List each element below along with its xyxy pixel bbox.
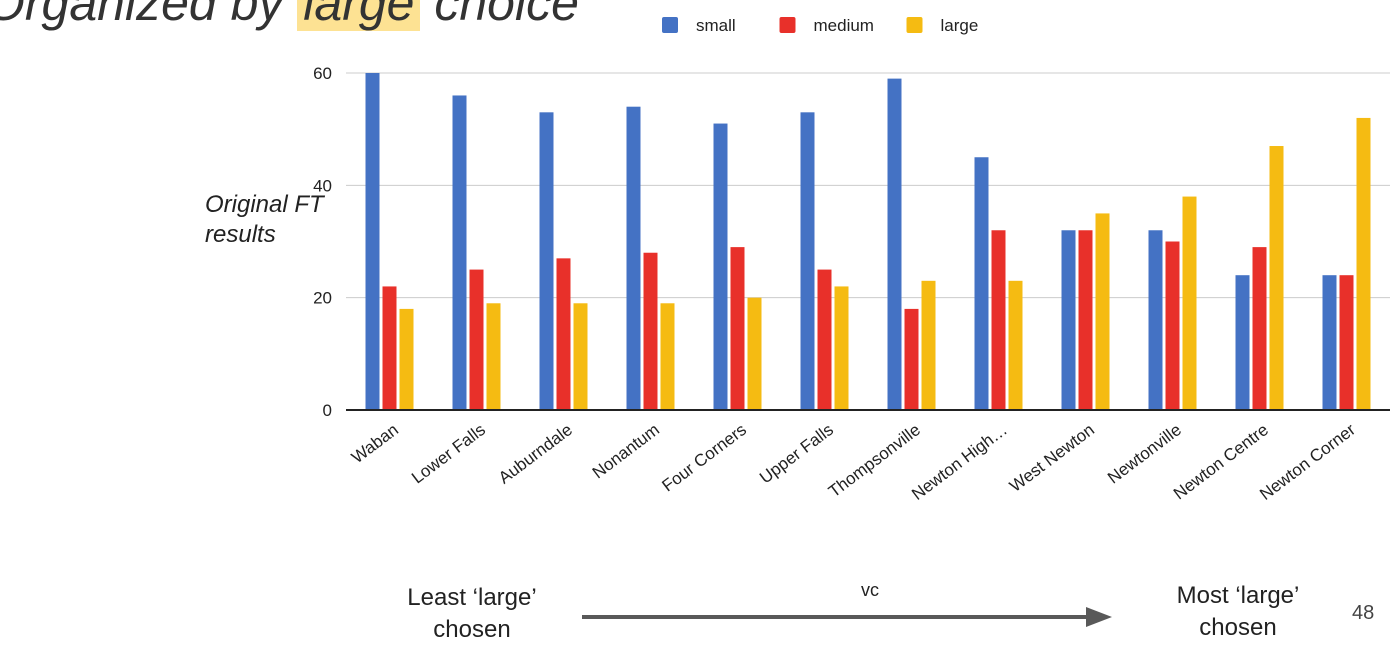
- y-tick-label: 40: [313, 176, 332, 195]
- bar-large: [747, 297, 762, 410]
- bar-large: [486, 303, 501, 410]
- legend-swatch-small: [662, 17, 678, 33]
- bar-large: [573, 303, 588, 410]
- footer-left-label: Least ‘large’ chosen: [407, 584, 537, 643]
- chart-gridlines: [346, 72, 1390, 299]
- bar-small: [974, 157, 989, 410]
- x-tick-label: Four Corners: [658, 420, 749, 495]
- y-tick-label: 0: [323, 401, 332, 420]
- bar-small: [1061, 230, 1076, 410]
- bar-medium: [1078, 230, 1093, 410]
- bar-large: [1269, 146, 1284, 410]
- bar-medium: [904, 308, 919, 410]
- bar-large: [399, 308, 414, 410]
- bar-large: [921, 280, 936, 410]
- bar-medium: [730, 247, 745, 410]
- legend-swatch-large: [906, 17, 923, 33]
- legend-label-large: large: [941, 16, 979, 35]
- x-tick-label: Nonantum: [589, 420, 663, 482]
- bar-medium: [469, 269, 484, 410]
- bar-small: [365, 73, 380, 410]
- bar-small: [1322, 275, 1337, 410]
- slide-title-suffix: choice: [420, 0, 579, 31]
- bar-small: [539, 112, 554, 411]
- bar-small: [1235, 275, 1250, 410]
- side-note: Original FT results: [205, 191, 324, 248]
- bar-small: [713, 123, 728, 411]
- bar-medium: [817, 269, 832, 410]
- bar-small: [452, 95, 467, 410]
- legend-label-medium: medium: [814, 16, 874, 35]
- bar-small: [887, 78, 902, 410]
- chart-legend: small medium large: [662, 16, 978, 35]
- legend-label-small: small: [696, 16, 736, 35]
- x-tick-label: West Newton: [1006, 420, 1098, 496]
- x-tick-label: Newton High…: [908, 420, 1011, 504]
- x-tick-label: Newton Corner: [1256, 420, 1359, 504]
- slide-title-prefix: Organized by: [0, 0, 298, 31]
- bar-large: [834, 286, 849, 410]
- bar-large: [1095, 213, 1110, 410]
- chart-bars: [365, 73, 1371, 411]
- x-tick-label: Waban: [348, 420, 402, 467]
- right-arrow-icon: [582, 607, 1112, 627]
- x-tick-label: Lower Falls: [408, 420, 489, 487]
- slide-title: Organized by large choice: [0, 0, 579, 32]
- footer-right-label: Most ‘large’ chosen: [1176, 582, 1300, 641]
- page-number: 48: [1352, 602, 1375, 624]
- bar-small: [1148, 230, 1163, 410]
- bar-medium: [643, 252, 658, 410]
- bar-medium: [1339, 275, 1354, 410]
- x-tick-label: Upper Falls: [756, 420, 837, 487]
- bar-large: [1008, 280, 1023, 410]
- bar-medium: [1252, 247, 1267, 410]
- y-tick-label: 60: [313, 64, 332, 83]
- bar-large: [660, 303, 675, 410]
- slide-title-highlight: large: [297, 0, 421, 31]
- bar-medium: [991, 230, 1006, 410]
- bar-large: [1356, 117, 1371, 410]
- bar-small: [626, 106, 641, 410]
- bar-medium: [382, 286, 397, 410]
- bar-chart: 0 20 40 60 Waban Lower Falls Auburndale Nonantu…: [313, 16, 1390, 504]
- x-tick-label: Auburndale: [495, 420, 576, 488]
- x-tick-label: Newtonville: [1104, 420, 1185, 487]
- legend-swatch-medium: [779, 17, 796, 33]
- bar-small: [800, 112, 815, 411]
- bar-large: [1182, 196, 1197, 410]
- y-tick-label: 20: [313, 289, 332, 308]
- bar-medium: [556, 258, 571, 410]
- bar-medium: [1165, 241, 1180, 410]
- arrow-label: vc: [861, 580, 879, 600]
